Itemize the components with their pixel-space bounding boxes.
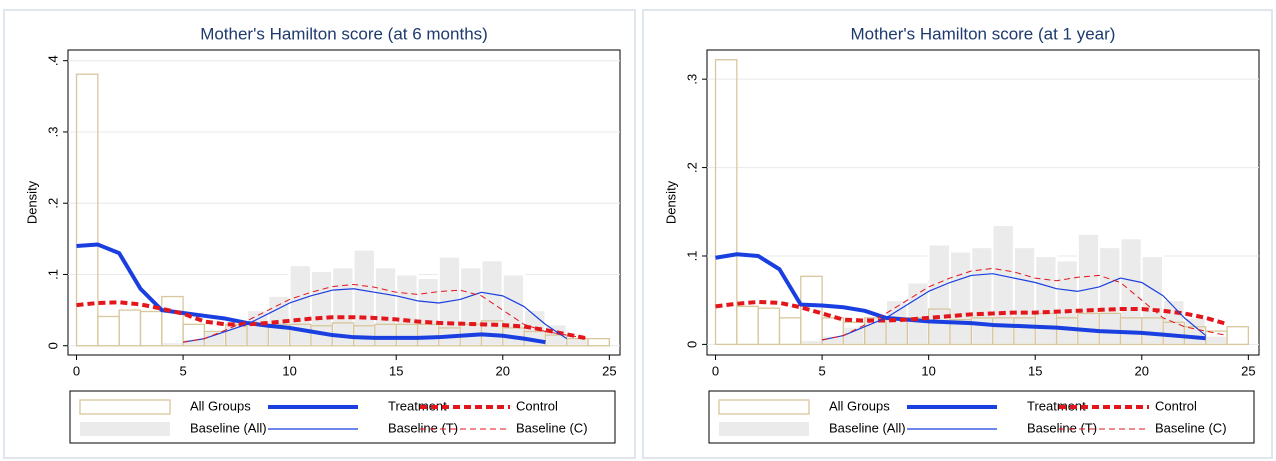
histogram-bar — [842, 325, 866, 346]
x-tick-label: 0 — [73, 363, 80, 378]
histogram-bar — [800, 275, 823, 346]
legend-label: Baseline (C) — [516, 420, 588, 435]
x-tick-label: 5 — [179, 363, 186, 378]
y-tick-label: .3 — [684, 74, 699, 85]
legend-label: All Groups — [829, 398, 890, 413]
legend-label: Control — [516, 398, 558, 413]
histogram-bar — [1204, 334, 1229, 346]
legend-label: All Groups — [190, 398, 251, 413]
histogram-bar — [927, 243, 951, 346]
histogram-bar — [1055, 259, 1079, 346]
histogram-bar — [948, 250, 973, 346]
histogram-bar — [395, 273, 419, 347]
x-tick-label: 20 — [1135, 363, 1149, 378]
y-tick-label: .2 — [45, 198, 60, 209]
histogram-bar — [799, 338, 824, 346]
panel: Mother's Hamilton score (at 6 months) Den… — [24, 24, 621, 444]
x-tick-label: 15 — [1028, 363, 1042, 378]
histogram-bar — [161, 295, 184, 347]
density-line — [183, 283, 589, 343]
histogram-bar — [714, 59, 738, 346]
histogram-bar — [970, 246, 994, 346]
legend-label: Baseline (All) — [190, 420, 267, 435]
density-line — [715, 252, 1206, 341]
density-line — [182, 288, 568, 343]
y-tick-label: .1 — [684, 251, 699, 262]
histogram-bar — [203, 330, 227, 347]
histogram-bar — [587, 337, 610, 347]
x-tick-label: 10 — [921, 363, 935, 378]
legend-label: Baseline (All) — [829, 420, 906, 435]
histogram-bar — [1183, 316, 1207, 346]
x-tick-label: 15 — [389, 363, 403, 378]
histogram-bar — [1140, 254, 1165, 346]
density-line — [76, 300, 589, 341]
legend-symbol — [719, 422, 809, 436]
histogram-bar — [1034, 254, 1058, 346]
histogram-bar — [821, 334, 845, 346]
legend-label: Baseline (C) — [1155, 420, 1227, 435]
y-tick-label: .2 — [684, 162, 699, 173]
x-tick-label: 25 — [602, 363, 616, 378]
histogram-bar — [373, 266, 398, 347]
histogram-bar — [906, 281, 930, 346]
x-tick-label: 20 — [496, 363, 510, 378]
density-line — [821, 273, 1207, 341]
histogram-bar — [352, 248, 376, 347]
histogram-bar — [565, 337, 590, 347]
chart-title: Mother's Hamilton score (at 1 year) — [851, 24, 1116, 43]
x-tick-label: 10 — [282, 363, 296, 378]
y-axis-label: Density — [663, 180, 678, 224]
histogram-bar — [1226, 326, 1249, 346]
y-tick-label: 0 — [45, 342, 60, 349]
y-tick-label: .3 — [45, 127, 60, 138]
legend-symbol — [79, 399, 171, 415]
legend-symbol — [80, 422, 170, 436]
histogram-bar — [1012, 246, 1037, 346]
panel: Mother's Hamilton score (at 1 year) Densi… — [663, 24, 1260, 444]
density-line — [715, 299, 1228, 326]
x-tick-label: 25 — [1241, 363, 1255, 378]
y-tick-label: 0 — [684, 341, 699, 348]
histogram-bar — [75, 73, 99, 347]
y-tick-label: .4 — [45, 55, 60, 66]
legend-label: Baseline (T) — [388, 420, 458, 435]
density-line — [76, 242, 546, 345]
legend-label: Treatment — [388, 398, 447, 413]
chart-title: Mother's Hamilton score (at 6 months) — [200, 24, 488, 43]
y-axis-label: Density — [24, 180, 39, 224]
legend-label: Control — [1155, 398, 1197, 413]
density-line — [821, 267, 1228, 341]
histogram-bar — [288, 264, 312, 347]
legend-label: Baseline (T) — [1027, 420, 1097, 435]
y-tick-label: .1 — [45, 269, 60, 280]
legend-label: Treatment — [1027, 398, 1086, 413]
x-tick-label: 0 — [712, 363, 719, 378]
legend-symbol — [718, 399, 810, 415]
x-tick-label: 5 — [818, 363, 825, 378]
